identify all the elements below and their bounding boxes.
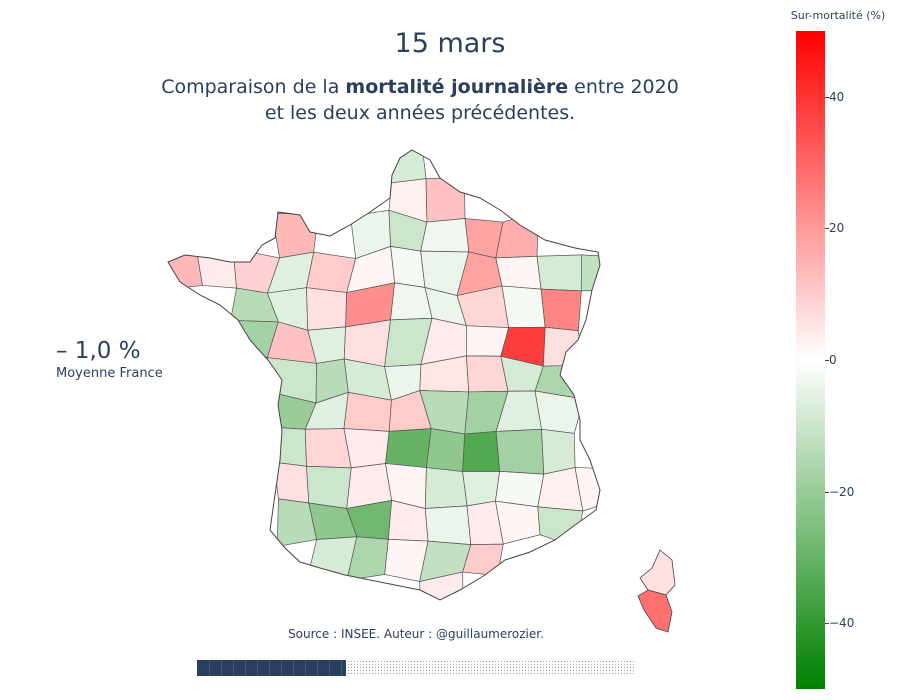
- department[interactable]: [271, 212, 319, 259]
- department[interactable]: [389, 139, 427, 184]
- progress-segment: [329, 660, 330, 676]
- department[interactable]: [537, 506, 584, 548]
- department[interactable]: [540, 288, 582, 332]
- colorbar-tick-label: −20: [829, 484, 855, 499]
- department[interactable]: [306, 287, 348, 331]
- progress-segment: [281, 660, 282, 676]
- department[interactable]: [420, 218, 470, 253]
- colorbar-tick-label: 40: [829, 89, 845, 104]
- department[interactable]: [462, 431, 501, 472]
- colorbar-title: Sur-mortalité (%): [790, 9, 886, 22]
- progress-segment: [305, 660, 306, 676]
- progress-segment: [269, 660, 270, 676]
- borders-layer: [167, 149, 676, 633]
- colorbar-tick-mark: [825, 491, 829, 493]
- department[interactable]: [425, 177, 466, 223]
- department[interactable]: [419, 571, 464, 618]
- colorbar-tick-label: 20: [829, 221, 845, 236]
- subtitle-line2: et les deux années précédentes.: [264, 102, 576, 124]
- department[interactable]: [536, 254, 582, 292]
- department[interactable]: [304, 428, 352, 469]
- department[interactable]: [501, 285, 546, 329]
- department[interactable]: [273, 461, 310, 504]
- progress-segment: [317, 660, 318, 676]
- department[interactable]: [534, 390, 585, 434]
- department[interactable]: [385, 428, 432, 468]
- progress-segment: [209, 660, 210, 676]
- progress-fill: [197, 660, 346, 676]
- source-credit: Source : INSEE. Auteur : @guillaumerozie…: [288, 627, 544, 641]
- colorbar-tick-mark: [825, 360, 829, 361]
- subtitle: Comparaison de la mortalité journalière …: [150, 74, 690, 126]
- department[interactable]: [462, 471, 501, 507]
- colorbar-tick-mark: [825, 96, 829, 98]
- colorbar-tick-label: −40: [829, 616, 855, 631]
- average-label: Moyenne France: [56, 366, 163, 381]
- department[interactable]: [306, 465, 352, 509]
- progress-segment: [245, 660, 246, 676]
- department-corse-du-sud[interactable]: [637, 589, 673, 633]
- colorbar-tick-label: 0: [829, 353, 837, 367]
- department-haute-corse[interactable]: [639, 549, 676, 596]
- page-title: 15 mars: [394, 28, 506, 59]
- department[interactable]: [343, 319, 391, 368]
- subtitle-part1: Comparaison de la: [161, 76, 346, 98]
- department[interactable]: [269, 426, 307, 467]
- department[interactable]: [343, 428, 390, 469]
- progress-segment: [293, 660, 294, 676]
- progress-segment: [233, 660, 234, 676]
- average-value: – 1,0 %: [56, 338, 141, 364]
- france-border: [167, 149, 601, 601]
- progress-segment: [341, 660, 342, 676]
- progress-segment: [257, 660, 258, 676]
- subtitle-part2: entre 2020: [568, 76, 679, 98]
- department[interactable]: [542, 326, 584, 367]
- france-choropleth-map[interactable]: [0, 0, 780, 660]
- departments-layer: [156, 139, 620, 618]
- colorbar-tick-mark: [825, 228, 829, 230]
- department[interactable]: [426, 428, 466, 472]
- colorbar-tick-mark: [825, 623, 829, 625]
- department[interactable]: [424, 505, 472, 545]
- department[interactable]: [390, 245, 426, 288]
- department[interactable]: [574, 467, 620, 512]
- department[interactable]: [266, 357, 317, 404]
- department[interactable]: [419, 540, 472, 582]
- department[interactable]: [156, 251, 203, 291]
- department[interactable]: [495, 500, 541, 545]
- department[interactable]: [495, 255, 542, 290]
- department[interactable]: [541, 428, 576, 475]
- subtitle-bold: mortalité journalière: [345, 76, 569, 98]
- department[interactable]: [196, 248, 237, 289]
- department[interactable]: [495, 428, 545, 475]
- department[interactable]: [424, 467, 468, 509]
- department[interactable]: [495, 211, 539, 259]
- progress-bar[interactable]: [197, 660, 634, 676]
- colorbar: [796, 31, 825, 689]
- department[interactable]: [495, 471, 545, 508]
- progress-segment: [221, 660, 222, 676]
